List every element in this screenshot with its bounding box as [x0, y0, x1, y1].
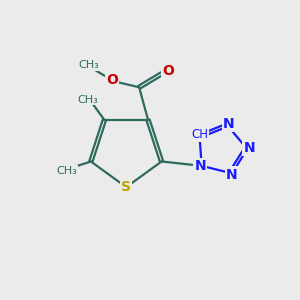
Text: CH₃: CH₃ — [78, 94, 98, 104]
Text: N: N — [194, 159, 206, 173]
Text: O: O — [106, 73, 118, 87]
Text: N: N — [243, 141, 255, 155]
Text: CH₃: CH₃ — [78, 60, 99, 70]
Text: CH₃: CH₃ — [56, 166, 77, 176]
Text: O: O — [162, 64, 174, 78]
Text: N: N — [226, 167, 238, 182]
Text: CH: CH — [191, 128, 208, 141]
Text: N: N — [223, 117, 234, 130]
Text: S: S — [121, 180, 131, 194]
